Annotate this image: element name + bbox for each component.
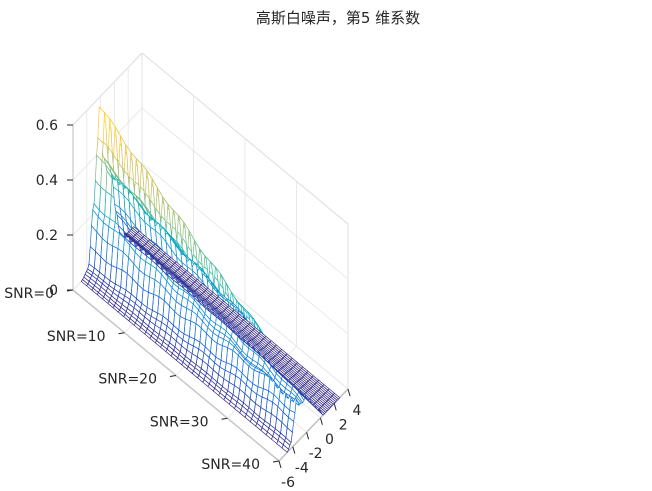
mesh-cell	[97, 106, 105, 144]
tick-labels: 0 0.2 0.4 0.6 SNR=0 SNR=10 SNR=20 SNR=30 SNR=40 -…	[4, 118, 361, 491]
back-wall-grid-line	[72, 52, 143, 126]
y-tick-mark	[169, 375, 177, 377]
x-tick-mark	[292, 446, 296, 454]
x-tick-label: 4	[353, 403, 362, 419]
y-tick-label: SNR=40	[201, 457, 260, 473]
y-tick-mark	[118, 332, 125, 335]
y-tick-mark	[221, 417, 228, 420]
y-tick-label: SNR=0	[4, 286, 54, 302]
side-wall-grid-line	[141, 162, 349, 335]
z-tick-label: 0.6	[36, 118, 58, 134]
mesh-surface	[80, 106, 341, 453]
x-tick-label: -6	[281, 475, 295, 491]
x-tick-label: -4	[295, 461, 309, 477]
y-tick-label: SNR=20	[98, 372, 157, 388]
z-tick-label: 0	[49, 283, 58, 299]
x-tick-label: 2	[339, 417, 348, 433]
y-tick-label: SNR=30	[150, 414, 209, 430]
z-tick-label: 0.4	[36, 173, 58, 189]
y-tick-label: SNR=10	[47, 329, 106, 345]
x-tick-mark	[278, 460, 282, 469]
y-tick-mark	[272, 460, 280, 463]
x-tick-mark	[347, 388, 351, 397]
chart-title: 高斯白噪声，第5 维系数	[256, 9, 420, 27]
y-tick-mark	[66, 289, 74, 292]
x-tick-label: 0	[325, 432, 334, 448]
x-tick-mark	[333, 403, 337, 411]
x-tick-label: -2	[309, 446, 323, 462]
side-wall-grid-line	[141, 107, 349, 280]
side-wall-grid-line	[141, 52, 349, 225]
x-tick-mark	[306, 432, 310, 440]
x-tick-mark	[319, 417, 323, 425]
mesh-cell	[80, 279, 89, 287]
z-tick-label: 0.2	[36, 228, 58, 244]
